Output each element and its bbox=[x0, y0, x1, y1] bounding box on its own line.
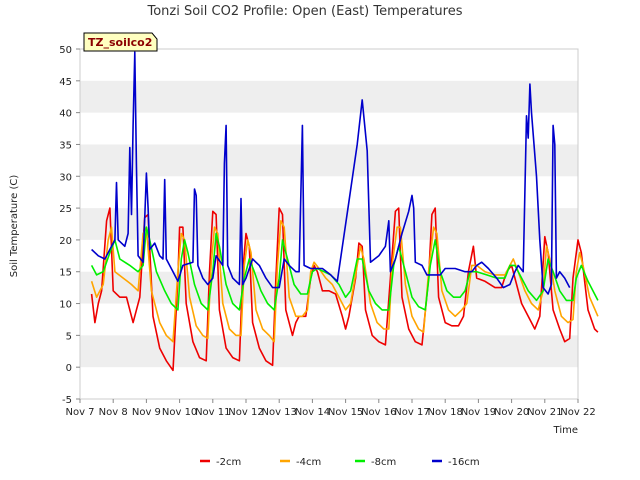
x-tick-label: Nov 7 bbox=[65, 407, 94, 418]
x-axis-label: Time bbox=[553, 425, 578, 436]
site-tag: TZ_soilco2 bbox=[83, 32, 158, 52]
x-tick-label: Nov 21 bbox=[527, 407, 562, 418]
x-tick-label: Nov 8 bbox=[99, 407, 128, 418]
legend-label: -16cm bbox=[448, 457, 480, 468]
y-tick-label: 45 bbox=[59, 77, 72, 88]
x-tick-label: Nov 20 bbox=[494, 407, 529, 418]
series-line-4cm bbox=[90, 220, 599, 343]
y-tick-label: 15 bbox=[59, 268, 72, 279]
x-tick-label: Nov 17 bbox=[394, 407, 429, 418]
y-tick-label: 40 bbox=[59, 109, 72, 120]
y-axis-ticks: -5 0 5 10 15 20 25 30 35 40 45 50 bbox=[59, 45, 80, 406]
x-tick-label: Nov 14 bbox=[295, 407, 330, 418]
x-tick-label: Nov 18 bbox=[427, 407, 462, 418]
y-tick-label: 30 bbox=[59, 172, 72, 183]
site-tag-label: TZ_soilco2 bbox=[88, 36, 152, 49]
x-tick-label: Nov 9 bbox=[132, 407, 161, 418]
y-tick-label: -5 bbox=[62, 395, 72, 406]
y-tick-label: 10 bbox=[59, 300, 72, 311]
y-tick-label: 25 bbox=[59, 204, 72, 215]
grid-band bbox=[80, 144, 578, 177]
y-tick-label: 5 bbox=[66, 331, 72, 342]
series-line-16cm bbox=[91, 51, 571, 295]
x-tick-label: Nov 22 bbox=[560, 407, 595, 418]
y-tick-label: 50 bbox=[59, 45, 72, 56]
legend-label: -8cm bbox=[371, 457, 396, 468]
x-tick-label: Nov 11 bbox=[195, 407, 230, 418]
x-tick-label: Nov 12 bbox=[228, 407, 263, 418]
y-tick-label: 35 bbox=[59, 140, 72, 151]
y-tick-label: 0 bbox=[66, 363, 72, 374]
grid-band bbox=[80, 335, 578, 368]
x-tick-label: Nov 19 bbox=[461, 407, 496, 418]
x-tick-label: Nov 13 bbox=[261, 407, 296, 418]
y-axis-label: Soil Temperature (C) bbox=[9, 175, 20, 278]
legend: -2cm -4cm -8cm -16cm bbox=[200, 457, 480, 468]
x-tick-label: Nov 16 bbox=[361, 407, 396, 418]
legend-label: -2cm bbox=[216, 457, 241, 468]
site-tag-box bbox=[83, 32, 158, 52]
legend-label: -4cm bbox=[296, 457, 321, 468]
chart-title: Tonzi Soil CO2 Profile: Open (East) Temp… bbox=[146, 4, 462, 19]
y-tick-label: 20 bbox=[59, 236, 72, 247]
series-lines bbox=[90, 51, 599, 372]
x-tick-label: Nov 15 bbox=[328, 407, 363, 418]
grid-band bbox=[80, 208, 578, 240]
grid-band bbox=[80, 80, 578, 113]
plot-area bbox=[79, 48, 579, 400]
x-tick-label: Nov 10 bbox=[162, 407, 197, 418]
